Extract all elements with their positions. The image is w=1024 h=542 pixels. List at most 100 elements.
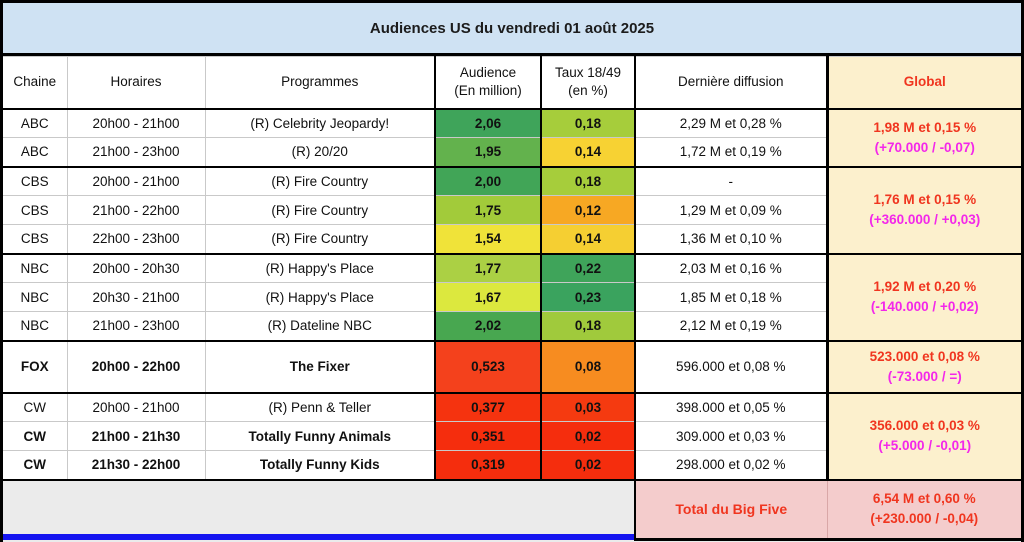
taux-cell: 0,03 bbox=[540, 391, 636, 422]
derniere-diffusion-cell: 2,12 M et 0,19 % bbox=[634, 311, 827, 341]
audience-cell: 2,06 bbox=[434, 108, 542, 138]
channel-cell: NBC bbox=[3, 311, 68, 341]
blue-bottom-bar bbox=[3, 533, 634, 540]
header-programmes: Programmes bbox=[204, 56, 436, 110]
programme-cell: (R) Happy's Place bbox=[204, 282, 436, 312]
total-row: Total du Big Five 6,54 M et 0,60 % (+230… bbox=[3, 478, 1021, 541]
page-title: Audiences US du vendredi 01 août 2025 bbox=[3, 3, 1021, 56]
table-row-fox: FOX 20h00 - 22h00 The Fixer 0,523 0,08 5… bbox=[3, 339, 1021, 393]
header-taux: Taux 18/49 (en %) bbox=[540, 56, 636, 110]
global-line2: (+70.000 / -0,07) bbox=[874, 139, 975, 155]
derniere-diffusion-cell: - bbox=[634, 165, 827, 196]
derniere-diffusion-cell: 2,03 M et 0,16 % bbox=[634, 252, 827, 283]
table-row-abc-1: ABC 20h00 - 21h00 (R) Celebrity Jeopardy… bbox=[3, 108, 1021, 167]
global-line2: (+360.000 / +0,03) bbox=[869, 212, 981, 227]
total-line1: 6,54 M et 0,60 % bbox=[872, 491, 976, 506]
taux-cell: 0,08 bbox=[540, 339, 636, 393]
page-title-text: Audiences US du vendredi 01 août 2025 bbox=[369, 19, 655, 37]
table-body: ABC 20h00 - 21h00 (R) Celebrity Jeopardy… bbox=[3, 108, 1021, 541]
header-derniere-diffusion: Dernière diffusion bbox=[634, 56, 827, 110]
channel-cell: ABC bbox=[3, 108, 68, 138]
channel-cell: CBS bbox=[3, 165, 68, 196]
horaires-cell: 20h00 - 21h00 bbox=[66, 108, 206, 138]
global-line1: 1,92 M et 0,20 % bbox=[873, 279, 977, 295]
horaires-cell: 20h00 - 20h30 bbox=[66, 252, 206, 283]
horaires-cell: 21h00 - 23h00 bbox=[66, 311, 206, 341]
global-line1: 523.000 et 0,08 % bbox=[869, 348, 980, 364]
taux-cell: 0,02 bbox=[540, 421, 636, 451]
programme-cell: (R) 20/20 bbox=[204, 137, 436, 167]
programme-cell: The Fixer bbox=[204, 339, 436, 393]
global-line1: 1,76 M et 0,15 % bbox=[873, 192, 977, 208]
taux-cell: 0,12 bbox=[540, 195, 636, 225]
header-audience-line2: (En million) bbox=[454, 83, 522, 99]
derniere-diffusion-cell: 1,36 M et 0,10 % bbox=[634, 224, 827, 254]
header-audience: Audience (En million) bbox=[434, 56, 542, 110]
taux-cell: 0,18 bbox=[540, 165, 636, 196]
global-line2: (+5.000 / -0,01) bbox=[878, 438, 972, 453]
audience-cell: 1,75 bbox=[434, 195, 542, 225]
audience-cell: 1,95 bbox=[434, 137, 542, 167]
channel-cell: CW bbox=[3, 391, 68, 422]
header-taux-line2: (en %) bbox=[568, 83, 608, 99]
derniere-diffusion-cell: 1,29 M et 0,09 % bbox=[634, 195, 827, 225]
table-row-nbc-1: NBC 20h00 - 20h30 (R) Happy's Place 1,77… bbox=[3, 252, 1021, 341]
global-line2: (-140.000 / +0,02) bbox=[870, 299, 979, 314]
table-row-nbc-2: NBC 20h30 - 21h00 (R) Happy's Place 1,67… bbox=[3, 282, 1021, 312]
horaires-cell: 20h00 - 22h00 bbox=[66, 339, 206, 393]
channel-cell: NBC bbox=[3, 282, 68, 312]
total-row-spacer bbox=[3, 478, 635, 540]
channel-cell: ABC bbox=[3, 137, 68, 167]
audience-table: Chaine Horaires Programmes Audience (En … bbox=[3, 56, 1021, 541]
total-label: Total du Big Five bbox=[634, 478, 828, 541]
audience-cell: 0,351 bbox=[434, 421, 542, 451]
table-row-cbs-1: CBS 20h00 - 21h00 (R) Fire Country 2,00 … bbox=[3, 165, 1021, 254]
programme-cell: (R) Celebrity Jeopardy! bbox=[204, 108, 436, 138]
global-cell-fox: 523.000 et 0,08 % (-73.000 / =) bbox=[825, 339, 1021, 393]
programme-cell: (R) Fire Country bbox=[204, 224, 436, 254]
channel-cell: NBC bbox=[3, 252, 68, 283]
programme-cell: (R) Fire Country bbox=[204, 195, 436, 225]
global-cell-abc: 1,98 M et 0,15 % (+70.000 / -0,07) bbox=[825, 108, 1021, 167]
derniere-diffusion-cell: 1,72 M et 0,19 % bbox=[634, 137, 827, 167]
audience-cell: 0,377 bbox=[434, 391, 542, 422]
channel-cell: CW bbox=[3, 450, 68, 480]
global-cell-cw: 356.000 et 0,03 % (+5.000 / -0,01) bbox=[825, 391, 1021, 480]
header-chaine: Chaine bbox=[3, 56, 68, 110]
taux-cell: 0,14 bbox=[540, 137, 636, 167]
audience-cell: 2,02 bbox=[434, 311, 542, 341]
table-row-cw-3: CW 21h30 - 22h00 Totally Funny Kids 0,31… bbox=[3, 450, 1021, 480]
horaires-cell: 20h00 - 21h00 bbox=[66, 391, 206, 422]
channel-cell: CW bbox=[3, 421, 68, 451]
global-line1: 356.000 et 0,03 % bbox=[869, 418, 980, 434]
header-horaires: Horaires bbox=[66, 56, 206, 110]
table-row-nbc-3: NBC 21h00 - 23h00 (R) Dateline NBC 2,02 … bbox=[3, 311, 1021, 341]
programme-cell: (R) Penn & Teller bbox=[204, 391, 436, 422]
taux-cell: 0,14 bbox=[540, 224, 636, 254]
audience-cell: 1,54 bbox=[434, 224, 542, 254]
table-row-cw-2: CW 21h00 - 21h30 Totally Funny Animals 0… bbox=[3, 421, 1021, 451]
derniere-diffusion-cell: 2,29 M et 0,28 % bbox=[634, 108, 827, 138]
taux-cell: 0,22 bbox=[540, 252, 636, 283]
taux-cell: 0,02 bbox=[540, 450, 636, 480]
programme-cell: (R) Happy's Place bbox=[204, 252, 436, 283]
global-line1: 1,98 M et 0,15 % bbox=[873, 119, 977, 135]
header-taux-line1: Taux 18/49 bbox=[554, 65, 622, 81]
global-cell-nbc: 1,92 M et 0,20 % (-140.000 / +0,02) bbox=[825, 252, 1021, 341]
audience-cell: 0,319 bbox=[434, 450, 542, 480]
audience-cell: 1,67 bbox=[434, 282, 542, 312]
header-global: Global bbox=[825, 56, 1021, 110]
total-line2: (+230.000 / -0,04) bbox=[870, 511, 979, 527]
horaires-cell: 20h30 - 21h00 bbox=[66, 282, 206, 312]
programme-cell: (R) Dateline NBC bbox=[204, 311, 436, 341]
taux-cell: 0,18 bbox=[540, 311, 636, 341]
channel-cell: CBS bbox=[3, 224, 68, 254]
table-header: Chaine Horaires Programmes Audience (En … bbox=[3, 56, 1021, 110]
total-global-cell: 6,54 M et 0,60 % (+230.000 / -0,04) bbox=[826, 478, 1021, 541]
programme-cell: (R) Fire Country bbox=[204, 165, 436, 196]
header-audience-line1: Audience bbox=[459, 65, 517, 81]
horaires-cell: 22h00 - 23h00 bbox=[66, 224, 206, 254]
horaires-cell: 20h00 - 21h00 bbox=[66, 165, 206, 196]
derniere-diffusion-cell: 298.000 et 0,02 % bbox=[634, 450, 827, 480]
